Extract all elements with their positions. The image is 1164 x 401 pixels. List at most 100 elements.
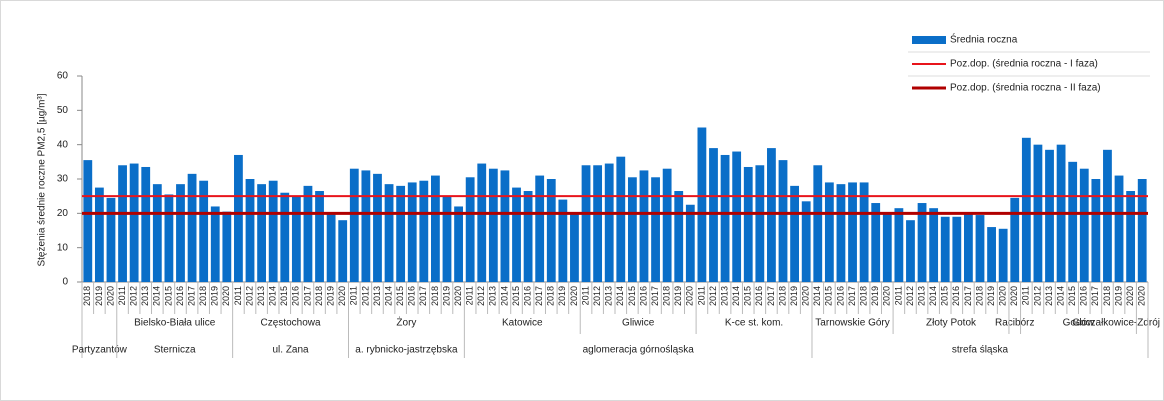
- bar: [361, 170, 371, 282]
- station-label: Goczałkowice-Zdrój: [1072, 318, 1160, 329]
- x-tick-label: 2015: [627, 286, 637, 306]
- x-tick-label: 2012: [708, 286, 718, 306]
- bar: [164, 194, 174, 282]
- station-label: Złoty Potok: [926, 318, 977, 329]
- x-tick-label: 2018: [974, 286, 984, 306]
- x-tick-label: 2019: [94, 286, 104, 306]
- x-tick-label: 2013: [916, 286, 926, 306]
- x-tick-label: 2019: [986, 286, 996, 306]
- x-tick-label: 2019: [210, 286, 220, 306]
- x-tick-label: 2018: [777, 286, 787, 306]
- bar: [813, 165, 823, 282]
- bar: [906, 220, 915, 282]
- bar: [315, 191, 324, 282]
- bar: [442, 196, 452, 282]
- x-tick-label: 2019: [1113, 286, 1123, 306]
- bar: [187, 173, 197, 282]
- bar: [790, 185, 800, 282]
- bar: [558, 199, 568, 282]
- station-label: Bielsko-Biała ulice: [134, 318, 216, 329]
- bar: [199, 180, 209, 282]
- x-tick-label: 2016: [1079, 286, 1089, 306]
- bar: [1091, 179, 1101, 282]
- bar: [859, 182, 869, 282]
- y-tick-label: 30: [57, 174, 69, 185]
- x-tick-label: 2011: [696, 286, 706, 305]
- x-tick-label: 2019: [325, 286, 335, 306]
- x-tick-label: 2015: [824, 286, 834, 306]
- x-tick-label: 2012: [592, 286, 602, 306]
- x-tick-label: 2015: [279, 286, 289, 306]
- x-tick-label: 2012: [905, 286, 915, 306]
- legend-label: Średnia roczna: [950, 33, 1018, 46]
- bar: [257, 184, 267, 282]
- x-tick-label: 2014: [615, 286, 625, 306]
- x-tick-label: 2011: [117, 286, 127, 305]
- y-tick-label: 10: [57, 242, 69, 253]
- x-tick-label: 2020: [1009, 286, 1019, 306]
- x-tick-label: 2017: [534, 286, 544, 306]
- bar: [430, 175, 440, 282]
- x-tick-label: 2020: [685, 286, 695, 306]
- x-tick-label: 2015: [1067, 286, 1077, 306]
- bar: [465, 177, 475, 282]
- x-tick-label: 2019: [557, 286, 567, 306]
- bar: [419, 180, 429, 282]
- x-tick-label: 2020: [105, 286, 115, 306]
- bar: [454, 206, 463, 282]
- bar: [697, 127, 707, 282]
- legend-label: Poz.dop. (średnia roczna - I faza): [950, 59, 1098, 70]
- bar: [384, 184, 394, 282]
- bar: [987, 227, 996, 282]
- x-tick-label: 2018: [314, 286, 324, 306]
- station-label: Katowice: [502, 318, 543, 329]
- x-tick-label: 2020: [998, 286, 1008, 306]
- bar: [129, 163, 139, 282]
- bar: [396, 185, 406, 282]
- bar: [1103, 149, 1112, 282]
- section-label: a. rybnicko-jastrzębska: [355, 345, 458, 356]
- x-tick-label: 2016: [951, 286, 961, 306]
- bar: [118, 165, 127, 282]
- x-tick-label: 2019: [870, 286, 880, 306]
- bar: [674, 191, 684, 282]
- x-tick-label: 2014: [812, 286, 822, 306]
- bar: [1021, 137, 1031, 282]
- bar: [848, 182, 857, 282]
- bar: [616, 156, 626, 282]
- bar: [210, 206, 220, 282]
- x-tick-label: 2020: [801, 286, 811, 306]
- bar: [709, 148, 718, 282]
- x-tick-label: 2016: [291, 286, 301, 306]
- x-tick-label: 2011: [580, 286, 590, 305]
- bar: [627, 177, 637, 282]
- bar: [1137, 179, 1147, 282]
- bar: [732, 151, 742, 282]
- x-tick-label: 2015: [940, 286, 950, 306]
- section-label: Partyzantów: [72, 345, 128, 356]
- x-tick-label: 2020: [221, 286, 231, 306]
- bar: [778, 160, 788, 282]
- y-tick-label: 40: [57, 139, 69, 150]
- bar: [535, 175, 545, 282]
- y-tick-label: 20: [57, 208, 69, 219]
- x-tick-label: 2019: [789, 286, 799, 306]
- bar: [743, 166, 753, 282]
- x-tick-label: 2018: [1102, 286, 1112, 306]
- bar: [152, 184, 162, 282]
- bar: [280, 192, 290, 282]
- x-tick-label: 2019: [441, 286, 451, 306]
- bar: [523, 191, 533, 282]
- bar: [373, 173, 382, 282]
- bar: [546, 179, 556, 282]
- bar: [917, 203, 927, 282]
- x-tick-label: 2011: [893, 286, 903, 305]
- station-label: Racibórz: [995, 318, 1034, 329]
- x-tick-label: 2015: [743, 286, 753, 306]
- bar: [222, 211, 232, 282]
- bar: [824, 182, 834, 282]
- bar: [291, 196, 301, 282]
- bar: [836, 184, 846, 282]
- bar: [349, 168, 359, 282]
- x-tick-label: 2014: [1055, 286, 1065, 306]
